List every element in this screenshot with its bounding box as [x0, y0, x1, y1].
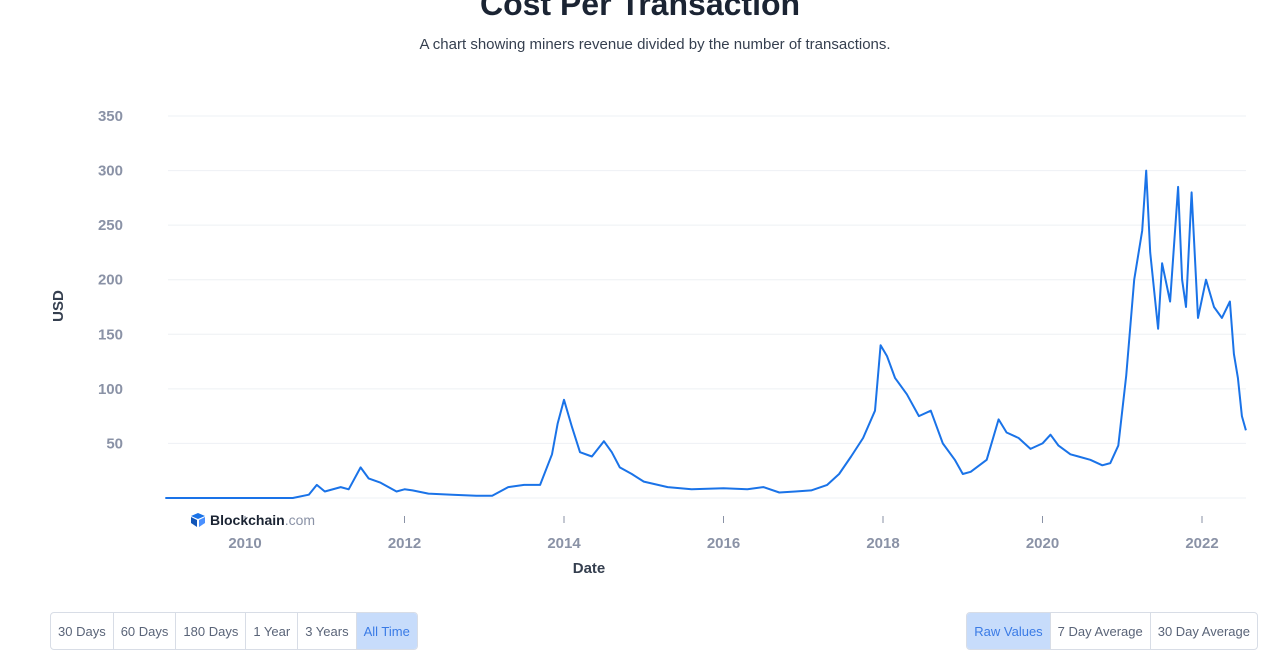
range-1-year-button[interactable]: 1 Year	[246, 613, 299, 649]
raw-values-button[interactable]: Raw Values	[967, 613, 1051, 649]
range-60-days-button[interactable]: 60 Days	[114, 613, 177, 649]
x-tick-label: 2010	[228, 535, 261, 552]
x-tick-label: 2012	[388, 535, 421, 552]
chart-subtitle: A chart showing miners revenue divided b…	[419, 36, 891, 53]
x-axis-label: Date	[573, 560, 606, 577]
line-chart: 50 100 150 200 250 300 350 2010 2012 2014 2016 201…	[50, 108, 1247, 577]
y-axis-label: USD	[50, 290, 67, 322]
x-tick-label: 2016	[707, 535, 740, 552]
range-180-days-button[interactable]: 180 Days	[176, 613, 247, 649]
cost-per-transaction-line	[165, 169, 1247, 499]
brand-name: Blockchain	[210, 512, 285, 528]
range-3-years-button[interactable]: 3 Years	[298, 613, 357, 649]
30-day-average-button[interactable]: 30 Day Average	[1157, 624, 1250, 639]
brand-domain: .com	[284, 512, 316, 528]
y-tick-label: 200	[98, 272, 123, 289]
y-tick-label: 50	[106, 435, 123, 452]
y-tick-label: 250	[98, 217, 123, 234]
x-tick-label: 2018	[866, 535, 899, 552]
time-range-selector: 30 Days 60 Days 180 Days 1 Year 3 Years …	[50, 612, 418, 650]
blockchain-watermark: Blockchain .com	[190, 512, 315, 528]
x-tick-label: 2022	[1185, 535, 1218, 552]
y-tick-label: 150	[98, 326, 123, 343]
smoothing-selector: Raw Values 7 Day Average 30 Day Average	[966, 612, 1258, 650]
x-tick-label: 2014	[547, 535, 581, 552]
y-tick-label: 100	[98, 381, 123, 398]
y-tick-label: 350	[98, 108, 123, 125]
x-tick-label: 2020	[1026, 535, 1059, 552]
7-day-average-button[interactable]: 7 Day Average	[1051, 613, 1151, 649]
range-30-days-button[interactable]: 30 Days	[51, 613, 114, 649]
blockchain-cube-icon	[191, 513, 205, 527]
range-all-time-button[interactable]: All Time	[356, 613, 417, 649]
y-tick-label: 300	[98, 163, 123, 180]
chart-title: Cost Per Transaction	[479, 0, 801, 22]
